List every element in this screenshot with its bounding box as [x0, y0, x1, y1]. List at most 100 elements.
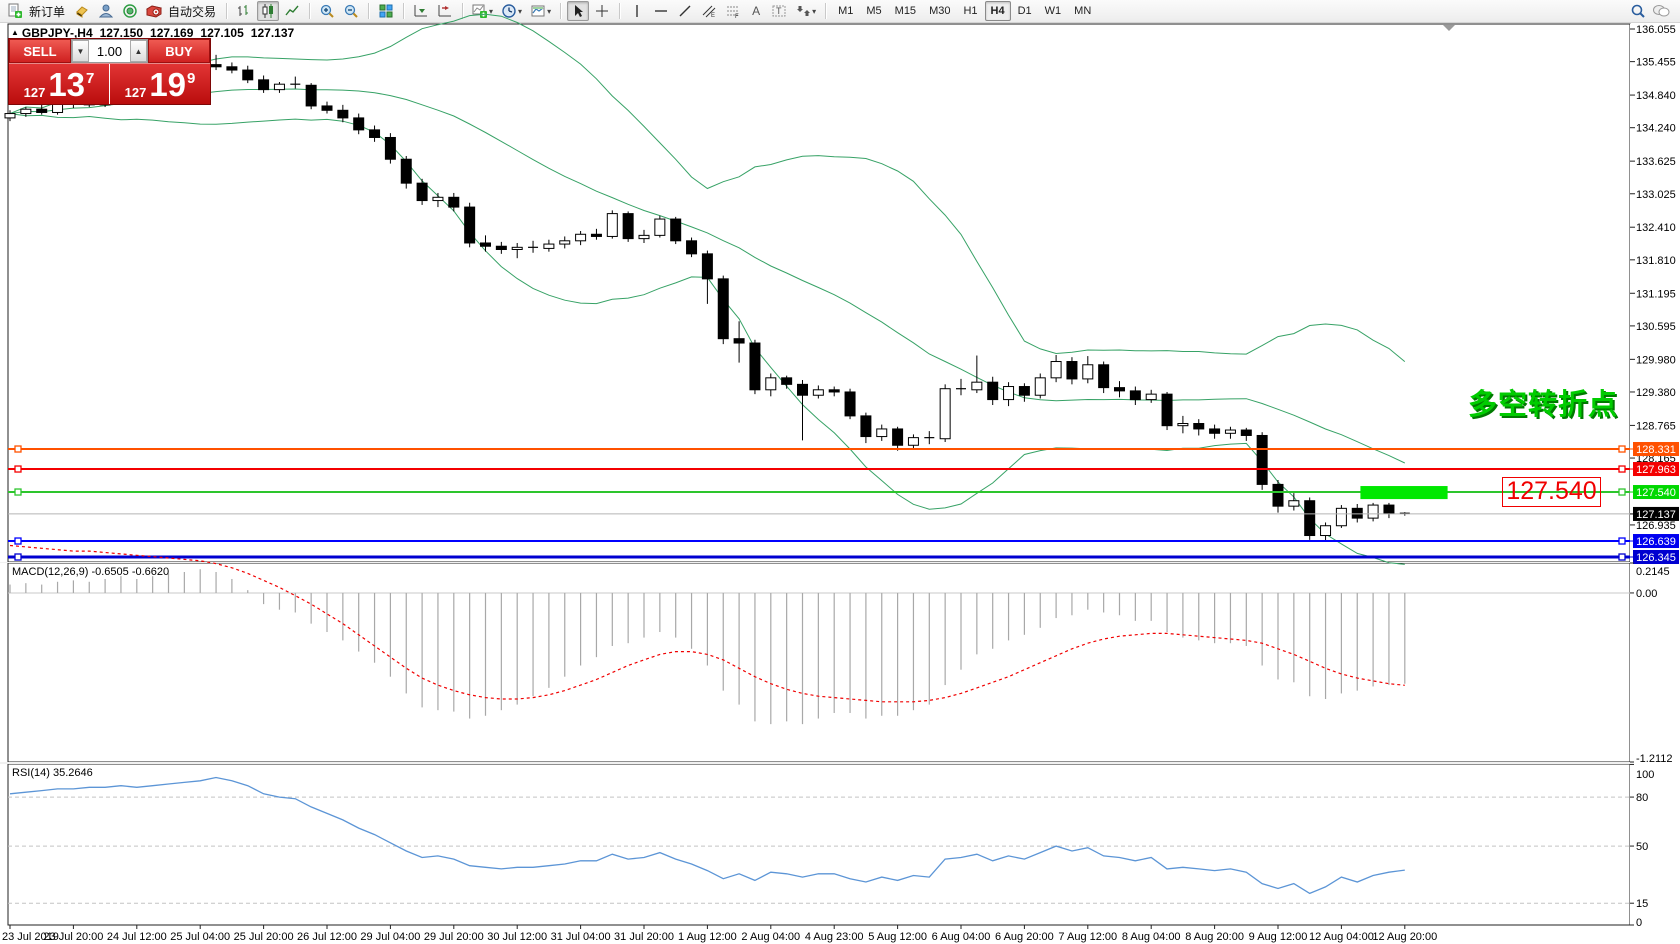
chart-shift-marker[interactable] [1443, 25, 1455, 31]
time-tick-label: 26 Jul 12:00 [297, 931, 357, 943]
pane-separator[interactable] [0, 562, 1680, 563]
rsi-pane-label: RSI(14) 35.2646 [12, 767, 93, 779]
candle-bull [1224, 429, 1236, 434]
terminal-icon [98, 4, 114, 18]
badge-bg [1633, 550, 1679, 565]
ticker-low: 127.105 [200, 26, 244, 40]
trendline-button[interactable] [674, 1, 696, 21]
zoom-out-button[interactable] [340, 1, 362, 21]
time-axis[interactable] [0, 926, 1680, 944]
horizontal-line-object[interactable] [8, 465, 1630, 473]
fibonacci-button[interactable]: F [722, 1, 744, 21]
line-anchor[interactable] [1618, 537, 1626, 545]
time-tick-label: 2 Aug 04:00 [741, 931, 800, 943]
toolbar-separator [619, 3, 621, 19]
sell-price[interactable]: 127 13 7 [9, 64, 110, 104]
bar-chart-button[interactable] [233, 1, 255, 21]
candle-bull [1288, 500, 1300, 507]
channel-button[interactable]: E [698, 1, 720, 21]
pane-separator[interactable] [0, 762, 1680, 764]
line-anchor[interactable] [14, 488, 22, 496]
candle-bear [337, 109, 349, 119]
history-icon [76, 6, 88, 18]
line-anchor[interactable] [1618, 553, 1626, 561]
timeframe-m5[interactable]: M5 [866, 5, 882, 17]
line-anchor[interactable] [14, 445, 22, 453]
horizontal-line-button[interactable] [650, 1, 672, 21]
arrows-button[interactable]: ▾ [792, 1, 819, 21]
timeframe-w1[interactable]: W1 [1044, 5, 1062, 17]
line-anchor[interactable] [1618, 445, 1626, 453]
turning-point-annotation[interactable]: 多空转折点 [1468, 389, 1619, 421]
timeframe-d1[interactable]: D1 [1017, 5, 1032, 17]
new-order-label[interactable]: 新订单 [29, 4, 66, 19]
candle-bear [1351, 507, 1363, 519]
sell-button[interactable]: SELL [9, 39, 71, 63]
horizontal-line-object[interactable] [8, 537, 1630, 545]
volume-input[interactable]: 1.00 [96, 43, 123, 59]
buy-price[interactable]: 127 19 9 [110, 64, 210, 104]
badge-text: 127.963 [1636, 464, 1676, 476]
text-button[interactable]: A [746, 1, 766, 21]
periods-button[interactable]: ▾ [498, 1, 525, 21]
templates-icon [531, 5, 545, 17]
candle-bull [654, 218, 666, 236]
timeframe-m15[interactable]: M15 [894, 5, 917, 17]
line-anchor[interactable] [14, 553, 22, 561]
time-tick-label: 8 Aug 20:00 [1185, 931, 1244, 943]
volume-increase-button[interactable]: ▲ [130, 40, 147, 62]
chart-shift-button[interactable] [434, 1, 456, 21]
timeframe-h1[interactable]: H1 [963, 5, 978, 17]
time-tick-label: 23 Jul 20:00 [43, 931, 103, 943]
horizontal-line-object[interactable] [8, 445, 1630, 453]
rsi-scale-label: 80 [1636, 792, 1648, 804]
rsi-scale-label: 50 [1636, 841, 1648, 853]
line-anchor[interactable] [14, 537, 22, 545]
time-tick-label: 25 Jul 20:00 [234, 931, 294, 943]
chat-icon[interactable] [1652, 3, 1670, 19]
autoscroll-button[interactable] [410, 1, 432, 21]
price-tick-label: 134.240 [1636, 123, 1676, 135]
timeframe-mn[interactable]: MN [1074, 5, 1092, 17]
market-button[interactable] [119, 1, 141, 21]
candle-bear [480, 242, 491, 247]
line-anchor[interactable] [1618, 465, 1626, 473]
arrows-icon [797, 6, 811, 16]
text-label-button[interactable]: T [768, 1, 790, 21]
autotrade-label[interactable]: 自动交易 [168, 4, 217, 19]
price-callout-box[interactable]: 127.540 [1502, 477, 1601, 507]
timeframe-m1[interactable]: M1 [838, 5, 854, 17]
candle-bear [305, 84, 317, 107]
timeframe-h4[interactable]: H4 [984, 1, 1011, 21]
candlestick-button[interactable] [257, 1, 280, 21]
line-chart-button[interactable] [281, 1, 303, 21]
horizontal-line-object[interactable] [8, 553, 1630, 561]
price-tick-label: 133.025 [1636, 189, 1676, 201]
rsi-scale-label: 100 [1636, 769, 1654, 781]
history-center-button[interactable] [71, 1, 93, 21]
tile-windows-button[interactable] [375, 1, 397, 21]
vertical-line-button[interactable] [626, 1, 648, 21]
collapse-triangle-icon[interactable]: ▲ [11, 28, 19, 37]
dropdown-arrow-icon: ▾ [547, 6, 552, 16]
macd-histogram [9, 569, 1406, 725]
line-anchor[interactable] [1618, 488, 1626, 496]
highlight-rectangle[interactable] [1360, 486, 1448, 500]
candle-bull [559, 240, 571, 245]
timeframe-m30[interactable]: M30 [929, 5, 951, 17]
time-tick-label: 7 Aug 12:00 [1058, 931, 1117, 943]
autotrade-button[interactable] [143, 1, 165, 21]
search-icon[interactable] [1630, 3, 1646, 19]
line-anchor[interactable] [14, 465, 22, 473]
templates-button[interactable]: ▾ [527, 1, 554, 21]
price-tick-label: 126.935 [1636, 520, 1676, 532]
volume-decrease-button[interactable]: ▼ [72, 40, 89, 62]
zoom-in-button[interactable] [316, 1, 338, 21]
toolbar-separator [403, 3, 405, 19]
horizontal-line-object[interactable] [8, 488, 1630, 496]
terminal-button[interactable] [95, 1, 117, 21]
new-order-button[interactable] [4, 1, 26, 21]
cursor-button[interactable] [567, 1, 590, 21]
buy-button[interactable]: BUY [148, 39, 210, 63]
crosshair-button[interactable] [591, 1, 613, 21]
